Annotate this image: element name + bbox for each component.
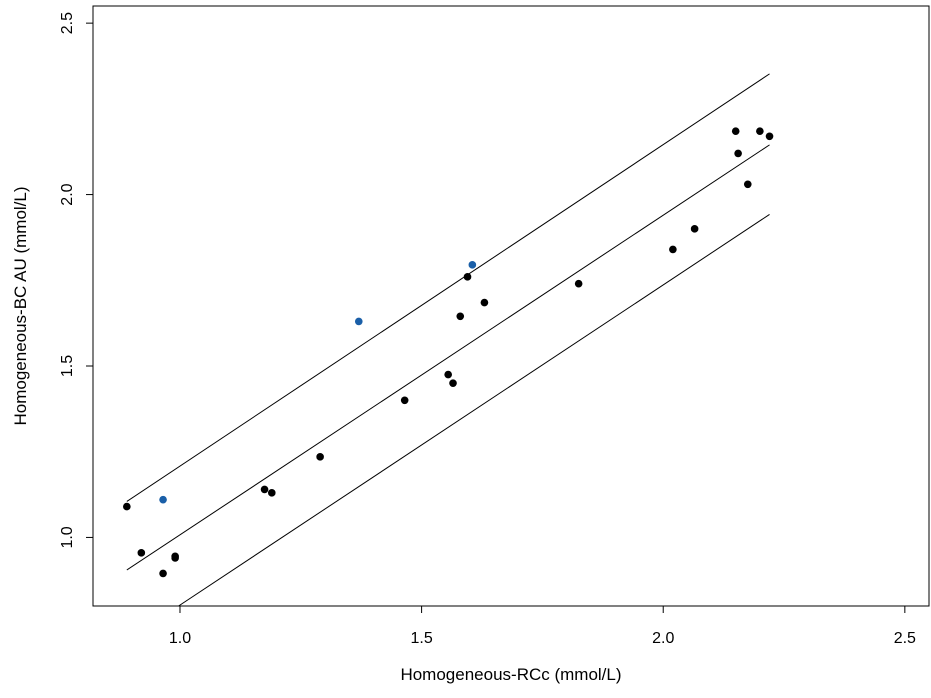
- data-point: [267, 489, 276, 497]
- y-axis: 1.0 1.5 2.0 2.5: [59, 12, 93, 549]
- regression-lines: [126, 73, 770, 607]
- x-tick-label: 1.5: [410, 630, 432, 647]
- x-tick-label: 1.0: [169, 630, 191, 647]
- data-point: [743, 180, 752, 189]
- y-axis-title: Homogeneous-BC AU (mmol/L): [11, 186, 30, 425]
- data-point: [731, 127, 740, 135]
- data-point: [316, 453, 324, 461]
- data-point: [456, 312, 465, 321]
- data-point: [123, 502, 131, 511]
- y-tick-label: 1.0: [59, 526, 76, 548]
- x-axis: 1.0 1.5 2.0 2.5: [169, 606, 916, 647]
- data-point: [765, 132, 774, 141]
- data-point: [734, 149, 742, 158]
- data-point: [669, 245, 677, 254]
- outlier-point: [354, 317, 363, 326]
- y-tick-label: 2.5: [59, 12, 76, 34]
- y-tick-label: 2.0: [59, 183, 76, 205]
- data-point: [480, 298, 489, 307]
- regression-line: [126, 144, 770, 571]
- data-point: [463, 273, 472, 281]
- data-point: [574, 279, 583, 288]
- data-points: [123, 127, 774, 578]
- outlier-point: [468, 261, 477, 269]
- data-point: [137, 549, 146, 557]
- lower-limit-line: [178, 214, 770, 607]
- data-point: [444, 370, 452, 379]
- x-axis-title: Homogeneous-RCc (mmol/L): [400, 665, 621, 684]
- data-point: [690, 225, 699, 233]
- outlier-point: [159, 495, 167, 504]
- data-point: [171, 552, 179, 561]
- x-tick-label: 2.0: [652, 630, 674, 647]
- y-tick-label: 1.5: [59, 355, 76, 377]
- x-tick-label: 2.5: [894, 630, 916, 647]
- upper-limit-line: [126, 73, 770, 502]
- data-point: [400, 396, 409, 405]
- data-point: [260, 485, 269, 494]
- data-point: [449, 379, 457, 387]
- plot-frame: [92, 5, 930, 607]
- data-point: [756, 127, 764, 135]
- data-point: [159, 569, 167, 578]
